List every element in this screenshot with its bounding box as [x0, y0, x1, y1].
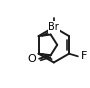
Text: Br: Br [48, 22, 59, 32]
Text: O: O [27, 54, 36, 64]
Text: F: F [80, 51, 87, 61]
